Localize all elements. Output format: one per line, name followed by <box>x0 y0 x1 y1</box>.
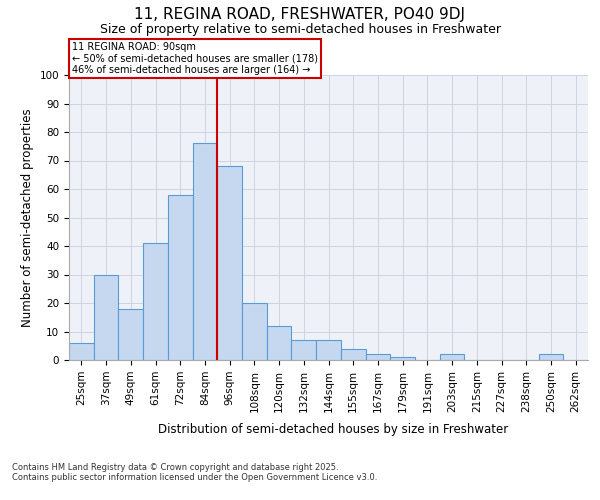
Bar <box>539 354 563 360</box>
Bar <box>292 340 316 360</box>
Bar <box>440 354 464 360</box>
Text: 11, REGINA ROAD, FRESHWATER, PO40 9DJ: 11, REGINA ROAD, FRESHWATER, PO40 9DJ <box>134 8 466 22</box>
Bar <box>217 166 242 360</box>
Bar <box>242 303 267 360</box>
Bar <box>267 326 292 360</box>
Bar <box>316 340 341 360</box>
Bar <box>69 343 94 360</box>
Text: 11 REGINA ROAD: 90sqm
← 50% of semi-detached houses are smaller (178)
46% of sem: 11 REGINA ROAD: 90sqm ← 50% of semi-deta… <box>71 42 317 75</box>
Text: Distribution of semi-detached houses by size in Freshwater: Distribution of semi-detached houses by … <box>158 422 508 436</box>
Text: Contains HM Land Registry data © Crown copyright and database right 2025.
Contai: Contains HM Land Registry data © Crown c… <box>12 462 377 482</box>
Bar <box>94 274 118 360</box>
Bar <box>193 144 217 360</box>
Bar <box>341 348 365 360</box>
Bar <box>118 308 143 360</box>
Bar <box>168 194 193 360</box>
Bar <box>390 357 415 360</box>
Y-axis label: Number of semi-detached properties: Number of semi-detached properties <box>21 108 34 327</box>
Bar <box>143 243 168 360</box>
Bar <box>365 354 390 360</box>
Text: Size of property relative to semi-detached houses in Freshwater: Size of property relative to semi-detach… <box>100 22 500 36</box>
